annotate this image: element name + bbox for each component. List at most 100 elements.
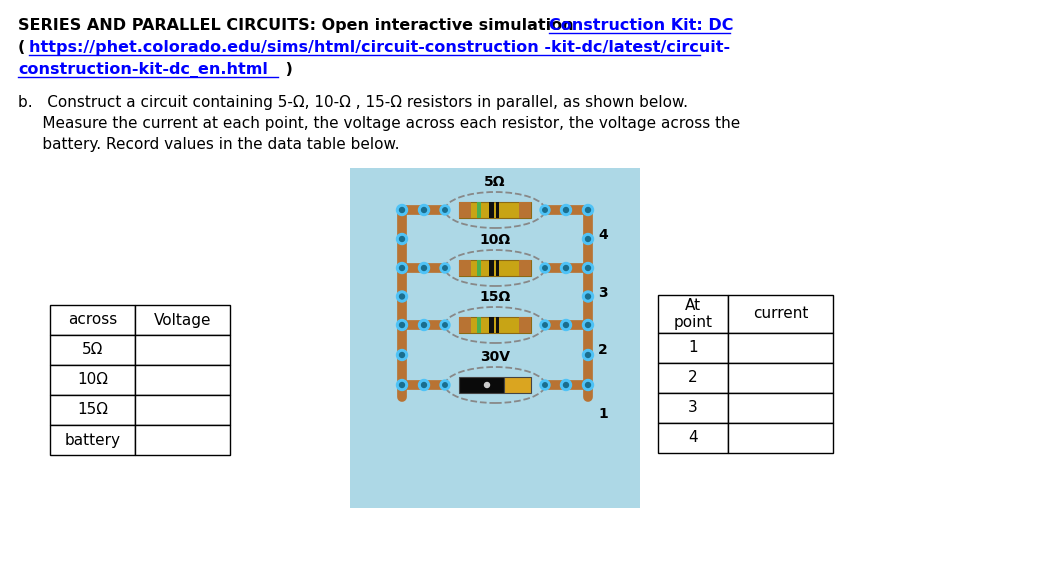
Bar (489, 260, 494, 276)
Bar (135, 365, 230, 395)
Circle shape (418, 319, 430, 330)
Bar (459, 377, 503, 393)
Circle shape (582, 319, 594, 330)
Text: ): ) (280, 62, 293, 77)
Text: 30V: 30V (480, 350, 510, 364)
Bar (135, 425, 230, 455)
Circle shape (564, 383, 569, 387)
Bar (496, 260, 499, 276)
Circle shape (564, 323, 569, 328)
Circle shape (443, 266, 447, 270)
Circle shape (400, 294, 405, 299)
Circle shape (440, 205, 450, 215)
Circle shape (397, 291, 408, 302)
Circle shape (443, 208, 447, 212)
Circle shape (397, 379, 408, 390)
Bar (658, 423, 728, 453)
Circle shape (540, 320, 550, 330)
Circle shape (543, 323, 547, 328)
Bar (477, 260, 481, 276)
Bar (728, 423, 834, 453)
Circle shape (582, 262, 594, 273)
Bar (50, 395, 135, 425)
Bar (728, 333, 834, 363)
Bar (658, 363, 728, 393)
Circle shape (440, 380, 450, 390)
Bar (135, 395, 230, 425)
Circle shape (543, 383, 547, 387)
Text: 3: 3 (598, 286, 607, 300)
Bar (459, 202, 471, 218)
Bar (477, 317, 481, 333)
Text: 10Ω: 10Ω (77, 373, 108, 387)
Circle shape (397, 233, 408, 245)
Circle shape (397, 205, 408, 215)
Text: Measure the current at each point, the voltage across each resistor, the voltage: Measure the current at each point, the v… (18, 116, 740, 131)
Circle shape (585, 383, 591, 387)
Circle shape (585, 266, 591, 270)
Circle shape (483, 380, 492, 389)
Circle shape (564, 208, 569, 212)
Bar (135, 335, 230, 365)
Circle shape (400, 353, 405, 358)
Circle shape (400, 208, 405, 212)
Bar (135, 305, 230, 335)
Bar (728, 393, 834, 423)
Circle shape (400, 236, 405, 242)
Bar (50, 425, 135, 455)
Circle shape (421, 266, 427, 270)
Bar (459, 260, 531, 276)
Text: 5Ω: 5Ω (485, 175, 506, 189)
Circle shape (561, 205, 572, 215)
Text: Voltage: Voltage (154, 312, 212, 328)
Text: 15Ω: 15Ω (480, 290, 511, 304)
Bar (50, 335, 135, 365)
Circle shape (540, 263, 550, 273)
Bar (519, 317, 531, 333)
Text: At
point: At point (674, 298, 712, 330)
Bar (489, 202, 494, 218)
Circle shape (543, 266, 547, 270)
Bar (496, 317, 499, 333)
Circle shape (585, 236, 591, 242)
Bar (350, 168, 640, 508)
Text: 4: 4 (598, 228, 608, 242)
Circle shape (564, 266, 569, 270)
Text: battery: battery (64, 433, 120, 447)
Bar (489, 317, 494, 333)
Text: b.   Construct a circuit containing 5-Ω, 10-Ω , 15-Ω resistors in parallel, as s: b. Construct a circuit containing 5-Ω, 1… (18, 95, 688, 110)
Circle shape (421, 383, 427, 387)
Circle shape (421, 323, 427, 328)
Bar (50, 365, 135, 395)
Text: 2: 2 (598, 343, 608, 357)
Text: 1: 1 (688, 340, 698, 356)
Circle shape (485, 383, 490, 387)
Bar (519, 260, 531, 276)
Text: 10Ω: 10Ω (480, 233, 511, 247)
Circle shape (397, 262, 408, 273)
Bar (459, 317, 531, 333)
Circle shape (582, 233, 594, 245)
Circle shape (418, 205, 430, 215)
Text: 3: 3 (688, 400, 698, 416)
Bar (477, 202, 481, 218)
Circle shape (582, 349, 594, 360)
Bar (50, 305, 135, 335)
Bar (658, 393, 728, 423)
Text: 5Ω: 5Ω (82, 342, 103, 358)
Circle shape (540, 205, 550, 215)
Text: 2: 2 (688, 370, 698, 386)
Bar (459, 260, 471, 276)
Circle shape (440, 320, 450, 330)
Circle shape (561, 262, 572, 273)
Circle shape (421, 208, 427, 212)
Bar (459, 317, 471, 333)
Text: Construction Kit: DC: Construction Kit: DC (549, 18, 734, 33)
Bar (459, 202, 531, 218)
Circle shape (397, 319, 408, 330)
Bar (728, 363, 834, 393)
Text: 15Ω: 15Ω (77, 403, 108, 417)
Circle shape (418, 262, 430, 273)
Circle shape (585, 323, 591, 328)
Bar (728, 295, 834, 333)
